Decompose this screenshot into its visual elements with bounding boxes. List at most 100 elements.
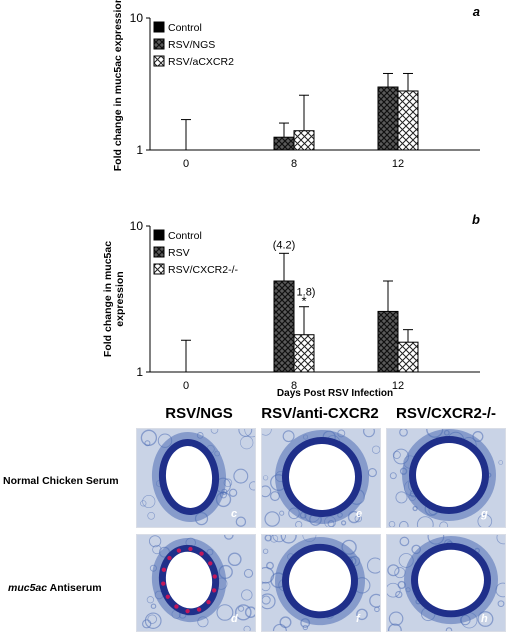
alveolar-texture bbox=[366, 557, 380, 574]
alveolar-texture bbox=[388, 611, 404, 626]
bar-rsv-day-8 bbox=[273, 280, 295, 373]
alveolar-texture bbox=[233, 468, 249, 484]
airway-lumen bbox=[289, 550, 351, 612]
bar-rsv-ngs-day-12 bbox=[377, 86, 399, 151]
legend-swatch bbox=[153, 229, 165, 241]
alveolar-texture bbox=[363, 429, 375, 438]
muc5ac-positive-stain bbox=[188, 546, 193, 552]
muc5ac-positive-stain bbox=[199, 551, 204, 556]
panel-letter-e: e bbox=[356, 508, 363, 520]
alveolar-texture bbox=[445, 627, 453, 631]
alveolar-texture bbox=[270, 535, 279, 543]
alveolar-texture bbox=[238, 605, 245, 612]
muc5ac-positive-stain bbox=[167, 555, 172, 561]
muc5ac-positive-stain bbox=[208, 561, 213, 566]
alveolar-texture bbox=[262, 581, 271, 592]
panel-letter-f: f bbox=[356, 613, 360, 625]
y-axis-label-a: Fold change in muc5ac expression bbox=[112, 0, 124, 171]
airway-lumen bbox=[416, 443, 482, 507]
y-tick-label: 1 bbox=[136, 143, 143, 157]
legend-swatch bbox=[153, 263, 165, 275]
legend-swatch bbox=[153, 38, 165, 50]
micrograph-image bbox=[262, 535, 380, 631]
micrograph-panel-g bbox=[386, 428, 506, 528]
alveolar-texture bbox=[223, 535, 234, 540]
alveolar-texture bbox=[399, 429, 408, 437]
legend-entry: Control bbox=[168, 22, 202, 34]
bar-rsv-ngs-day-8 bbox=[273, 136, 295, 151]
airway bbox=[404, 535, 498, 625]
x-tick-label: 0 bbox=[183, 380, 189, 392]
alveolar-texture bbox=[439, 521, 449, 527]
alveolar-texture bbox=[150, 603, 157, 609]
y-tick-label: 10 bbox=[130, 219, 144, 233]
alveolar-texture bbox=[395, 491, 408, 504]
airway bbox=[275, 430, 369, 524]
x-tick-label: 0 bbox=[183, 158, 189, 170]
column-title-rsv-cxcr2-ko: RSV/CXCR2-/- bbox=[395, 405, 496, 422]
alveolar-texture bbox=[244, 429, 255, 438]
alveolar-texture bbox=[144, 612, 162, 629]
alveolar-texture bbox=[148, 535, 162, 548]
alveolar-texture bbox=[216, 604, 234, 621]
micrograph-image bbox=[262, 429, 380, 527]
muc5ac-positive-stain bbox=[176, 548, 182, 553]
muc5ac-positive-stain bbox=[196, 607, 202, 612]
bar-rsv-acxcr2-day-8 bbox=[293, 130, 315, 151]
alveolar-texture bbox=[243, 568, 254, 578]
alveolar-texture bbox=[374, 606, 380, 613]
alveolar-texture bbox=[235, 516, 247, 527]
alveolar-texture bbox=[477, 611, 494, 627]
muc5ac-positive-stain bbox=[174, 604, 179, 609]
airway-lumen bbox=[165, 446, 213, 508]
alveolar-texture bbox=[147, 614, 157, 624]
muc5ac-positive-stain bbox=[165, 594, 170, 599]
legend-entry: RSV bbox=[168, 247, 190, 259]
bar-rsv-acxcr2-day-12 bbox=[397, 90, 419, 151]
alveolar-texture bbox=[387, 564, 400, 577]
legend-b bbox=[151, 226, 263, 278]
alveolar-texture bbox=[146, 596, 155, 604]
annotation-label: 1.8) bbox=[297, 287, 316, 299]
alveolar-texture bbox=[228, 488, 238, 497]
alveolar-texture bbox=[262, 548, 269, 554]
alveolar-texture bbox=[387, 623, 402, 631]
alveolar-texture bbox=[302, 624, 308, 631]
bar-rsv-day-12 bbox=[377, 310, 399, 373]
legend-swatch bbox=[153, 55, 165, 67]
airway-lumen bbox=[289, 444, 355, 510]
alveolar-texture bbox=[238, 429, 253, 437]
alveolar-texture bbox=[399, 536, 410, 547]
micrograph-panel-c bbox=[136, 428, 256, 528]
alveolar-texture bbox=[264, 511, 280, 527]
annotation-label: (4.2) bbox=[273, 239, 296, 251]
micrograph-panel-f bbox=[261, 534, 381, 632]
y-axis-label-b: Fold change in muc5acexpression bbox=[102, 241, 126, 357]
legend-entry: RSV/NGS bbox=[168, 39, 215, 51]
bar-rsv-cxcr2--day-12 bbox=[397, 341, 419, 373]
alveolar-texture bbox=[147, 511, 156, 520]
alveolar-texture bbox=[152, 544, 162, 555]
alveolar-texture bbox=[416, 516, 434, 527]
legend-entry: Control bbox=[168, 230, 202, 242]
micrograph-figure: RSV/NGS RSV/anti-CXCR2 RSV/CXCR2-/- Norm… bbox=[0, 400, 520, 632]
micrograph-panel-e bbox=[261, 428, 381, 528]
legend-entry: RSV/aCXCR2 bbox=[168, 56, 234, 68]
airway bbox=[275, 536, 365, 626]
alveolar-texture bbox=[248, 481, 255, 491]
y-axis-label-line2: expression bbox=[114, 271, 126, 326]
alveolar-texture bbox=[340, 520, 347, 526]
x-tick-label: 8 bbox=[291, 380, 297, 392]
airway-lumen bbox=[418, 549, 484, 611]
airway bbox=[151, 538, 227, 623]
alveolar-texture bbox=[262, 485, 272, 498]
annotation-label: * bbox=[301, 294, 306, 309]
micrograph-image bbox=[137, 535, 255, 631]
panel-letter-d: d bbox=[231, 613, 238, 625]
x-tick-label: 12 bbox=[392, 158, 404, 170]
alveolar-texture bbox=[387, 582, 401, 598]
row-label-muc5ac-italic: muc5ac bbox=[8, 582, 48, 594]
panel-label-b: b bbox=[472, 212, 480, 227]
muc5ac-positive-stain bbox=[161, 581, 166, 586]
